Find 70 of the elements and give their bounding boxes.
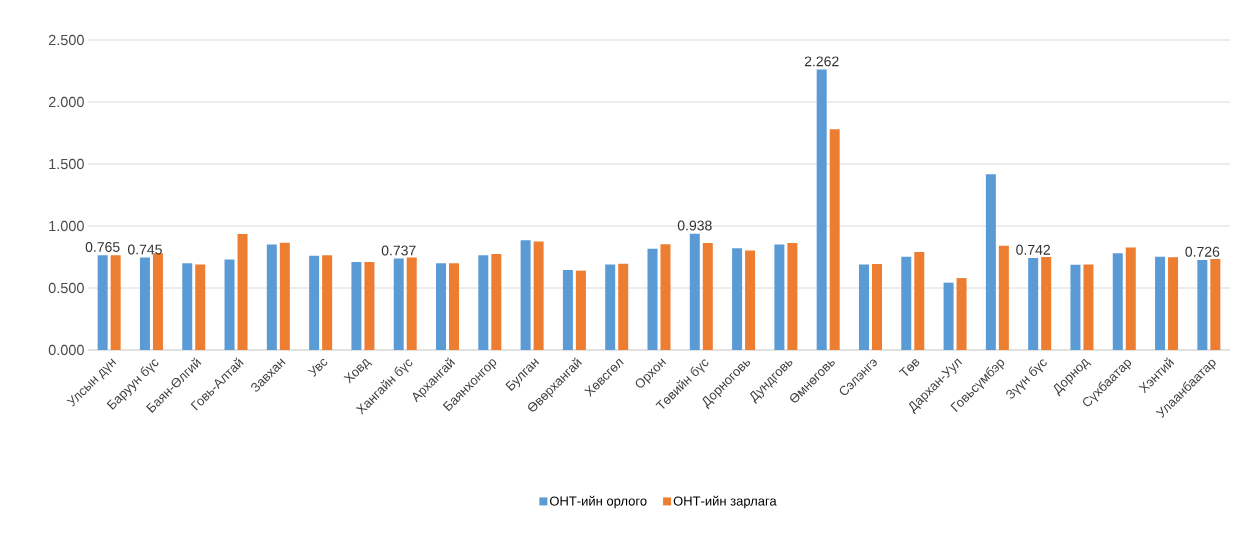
bar [732,248,743,350]
bar [575,270,586,350]
bar [605,264,616,350]
bar [858,264,869,350]
data-label: 0.742 [1016,244,1050,255]
data-label: 2.262 [804,56,839,67]
data-label: 0.726 [1185,246,1220,257]
bar [364,261,375,350]
data-label: 0.745 [127,244,162,255]
bar [449,263,460,350]
bar [1070,264,1081,350]
y-tick-label: 0.000 [48,344,84,356]
bar [195,264,206,350]
bar [139,257,150,350]
bar [1155,256,1166,350]
bar [774,244,785,350]
bar [393,258,404,350]
bar [985,174,996,350]
bar [1125,247,1136,350]
bar [660,244,671,350]
bar [520,240,531,350]
bar [998,245,1009,350]
bar [351,261,362,350]
y-tick-label: 1.000 [49,220,84,232]
y-tick-label: 2.000 [48,96,84,108]
bar [702,242,713,350]
bar [816,69,827,350]
bar [647,248,658,350]
y-tick-label: 2.500 [48,34,84,46]
data-label: 0.938 [677,220,712,231]
bar [491,253,502,350]
bar [745,250,756,350]
bar [1083,264,1094,350]
bar [787,242,798,350]
bar [914,252,925,350]
bar [406,257,417,350]
bar [478,255,489,350]
bar [1041,257,1052,350]
bar [533,241,544,350]
bar [829,129,840,350]
legend-label: ОНТ-ийн орлого [549,495,647,509]
bar [110,255,121,350]
bar [1112,253,1123,350]
bar [309,255,320,350]
bar [562,270,573,350]
bar [1028,257,1039,350]
bar [689,233,700,350]
x-tick-label: Увс [307,359,328,377]
bar [322,255,333,350]
y-tick-label: 0.500 [48,282,84,294]
bar [871,264,882,350]
bar [1197,259,1208,350]
bar [237,234,248,350]
bar [901,256,912,350]
bar [618,263,629,350]
bar [97,255,108,350]
data-label: 0.737 [381,245,416,256]
legend-label: ОНТ-ийн зарлага [673,495,777,509]
bar [1210,259,1221,350]
bar [279,242,290,350]
bar [1168,257,1179,350]
bar [224,259,235,350]
bar [956,278,967,350]
bar [436,263,447,350]
bar [266,244,277,350]
bar [943,282,954,350]
bar [182,263,193,350]
y-tick-label: 1.500 [49,158,84,170]
data-label: 0.765 [85,242,120,252]
bar [152,253,163,350]
